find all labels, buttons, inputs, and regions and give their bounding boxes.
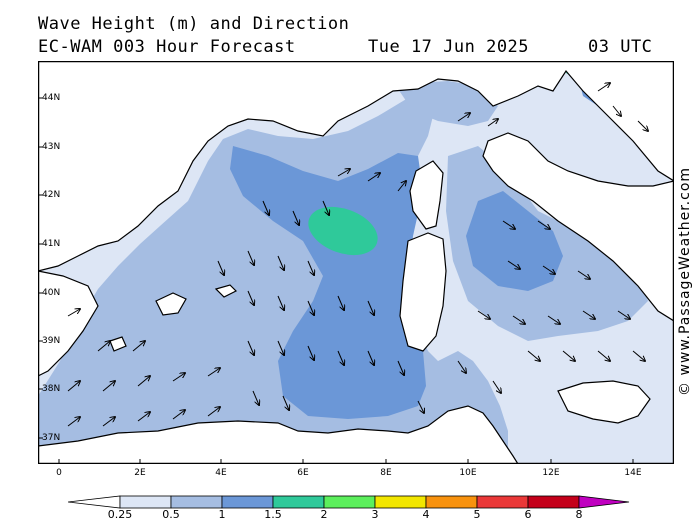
land-north-africa (38, 405, 519, 464)
legend-label: 8 (575, 508, 583, 521)
legend-swatch (170, 495, 223, 509)
sea-mid-area-north (398, 81, 498, 126)
land-sardinia (399, 232, 447, 352)
wave-map (38, 61, 674, 464)
lon-label-8e: 8E (380, 468, 392, 478)
legend-swatch (323, 495, 376, 509)
lat-label-38n: 38N (42, 384, 61, 394)
land-corsica (409, 160, 444, 230)
legend-label: 0.5 (162, 508, 180, 521)
legend-label: 6 (524, 508, 532, 521)
lat-label-42n: 42N (42, 190, 61, 200)
forecast-label: EC-WAM 003 Hour Forecast (38, 37, 296, 57)
legend-swatch (527, 495, 580, 509)
land-sicily (557, 380, 651, 424)
lon-label-2e: 2E (134, 468, 146, 478)
legend-label: 4 (422, 508, 430, 521)
legend-swatch-below (67, 495, 121, 509)
legend-label: 0.25 (107, 508, 133, 521)
sea-high-area (230, 146, 426, 419)
color-legend: 0.25 0.5 1 1.5 2 3 4 5 6 8 (67, 494, 630, 524)
legend-label: 5 (473, 508, 481, 521)
lat-label-37n: 37N (42, 433, 61, 443)
land-iberia (38, 270, 99, 377)
lon-axis: 0 2E 4E 6E 8E 10E 12E 14E (38, 464, 674, 484)
land-mallorca (155, 292, 187, 316)
wave-arrows (67, 83, 648, 427)
legend-swatch (221, 495, 274, 509)
land-italy-south (482, 132, 674, 322)
sea-peak-cell (308, 206, 378, 256)
lon-label-14e: 14E (624, 468, 642, 478)
lat-label-43n: 43N (42, 142, 61, 152)
forecast-time: 03 UTC (588, 37, 653, 57)
legend-swatch (272, 495, 325, 509)
forecast-date: Tue 17 Jun 2025 (368, 37, 530, 57)
lon-label-0: 0 (56, 468, 62, 478)
legend-bar (67, 495, 630, 509)
legend-label: 1.5 (264, 508, 282, 521)
chart-title: Wave Height (m) and Direction (38, 14, 350, 34)
site-credit-text: © www.PassageWeather.com (677, 166, 693, 396)
legend-swatch (476, 495, 529, 509)
legend-label: 3 (371, 508, 379, 521)
lat-label-40n: 40N (42, 288, 61, 298)
lat-label-44n: 44N (42, 93, 61, 103)
lat-label-41n: 41N (42, 239, 61, 249)
legend-swatch (425, 495, 478, 509)
lon-label-4e: 4E (215, 468, 227, 478)
land-ibiza (109, 336, 127, 352)
lon-label-6e: 6E (297, 468, 309, 478)
land-europe-north (38, 61, 674, 272)
legend-swatch (374, 495, 427, 509)
lon-label-10e: 10E (459, 468, 477, 478)
legend-swatch (119, 495, 172, 509)
lon-label-12e: 12E (542, 468, 560, 478)
lat-label-39n: 39N (42, 336, 61, 346)
sea-high-area-east (466, 191, 563, 291)
land-menorca (214, 284, 238, 298)
legend-label: 2 (320, 508, 328, 521)
legend-label: 1 (218, 508, 226, 521)
legend-swatch-above (578, 495, 630, 509)
